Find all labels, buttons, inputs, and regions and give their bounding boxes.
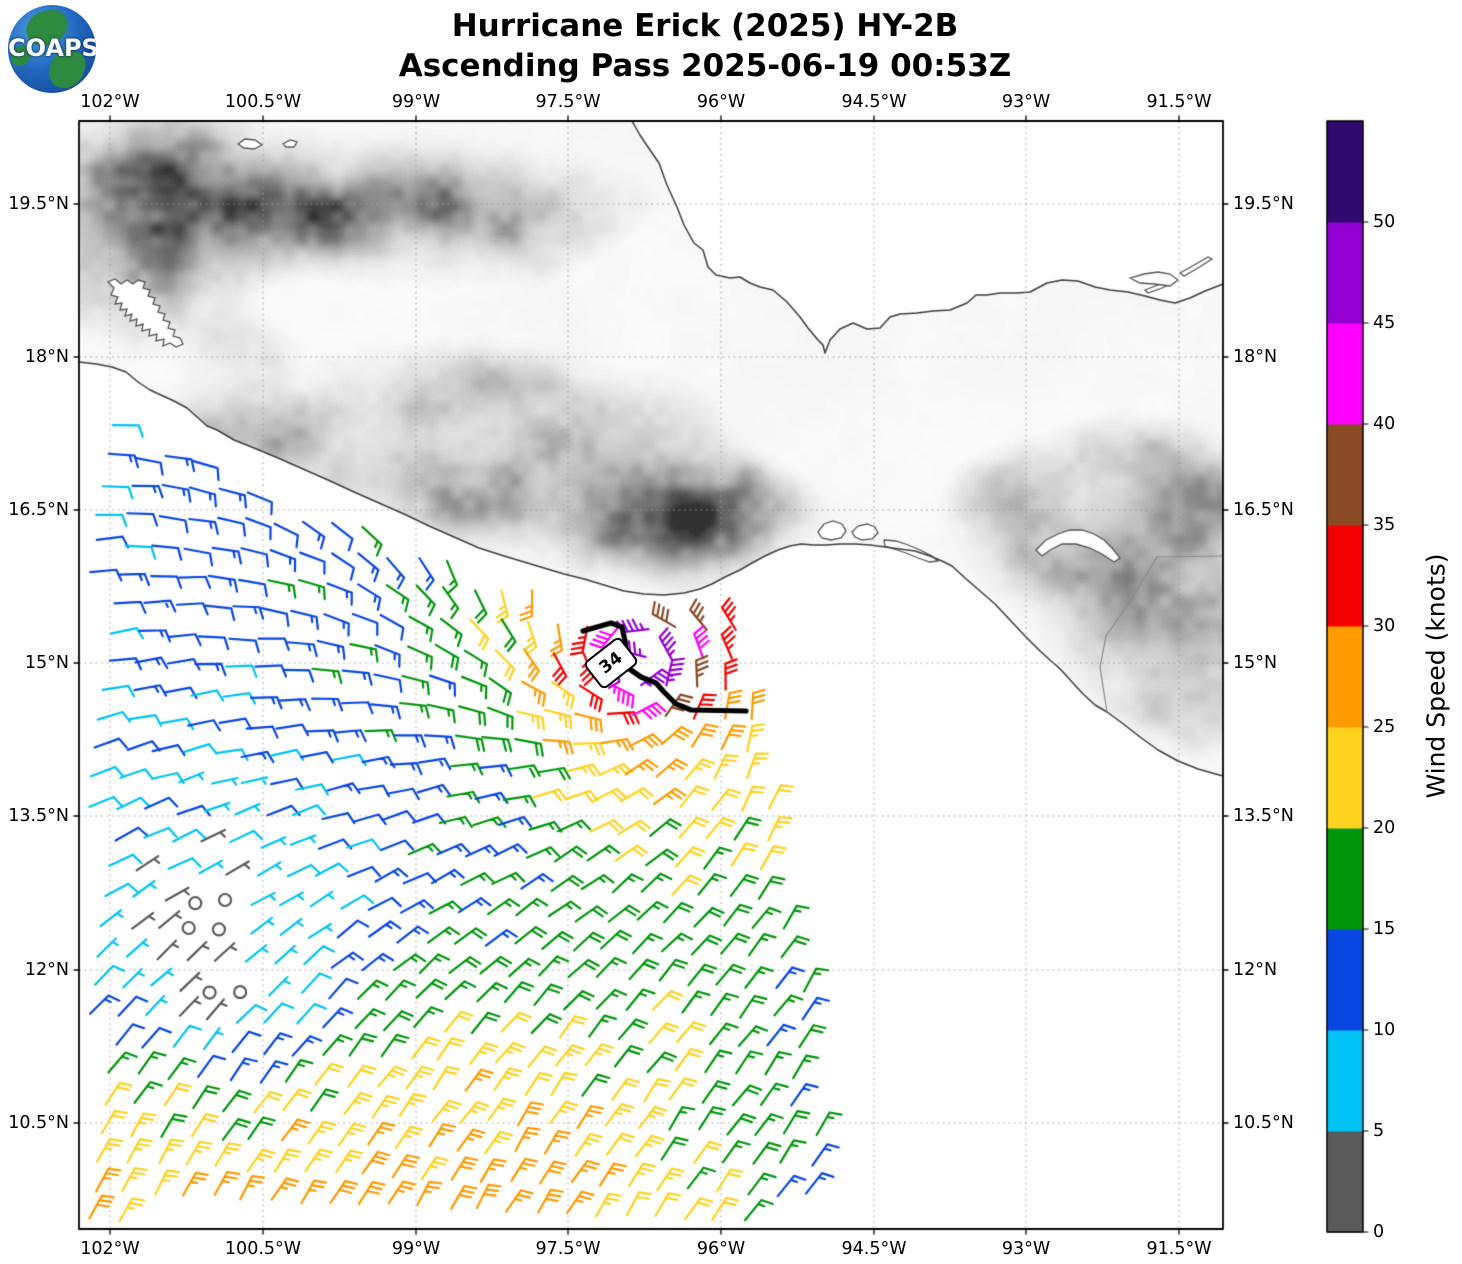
- colorbar-tick-label: 30: [1373, 616, 1396, 636]
- colorbar-tick-label: 15: [1373, 919, 1396, 939]
- colorbar-tick-label: 40: [1373, 414, 1396, 434]
- lat-tick-label-right: 19.5°N: [1233, 194, 1294, 214]
- lon-tick-label-bottom: 97.5°W: [535, 1239, 601, 1259]
- lat-tick-label-left: 12°N: [24, 960, 69, 980]
- colorbar-tick-label: 35: [1373, 515, 1396, 535]
- lat-tick-label-left: 13.5°N: [8, 806, 69, 826]
- lon-tick-label-bottom: 96°W: [696, 1239, 746, 1259]
- lat-tick-label-left: 19.5°N: [8, 194, 69, 214]
- lon-tick-label-top: 94.5°W: [841, 92, 907, 112]
- colorbar-tick-label: 45: [1373, 313, 1396, 333]
- lon-tick-label-top: 97.5°W: [535, 92, 601, 112]
- lon-tick-label-top: 96°W: [696, 92, 746, 112]
- colorbar-tick-label: 10: [1373, 1020, 1396, 1040]
- colorbar-tick-label: 5: [1373, 1121, 1385, 1141]
- lon-tick-label-bottom: 102°W: [80, 1239, 140, 1259]
- colorbar-tick-label: 20: [1373, 818, 1396, 838]
- lon-tick-label-top: 100.5°W: [224, 92, 302, 112]
- lat-tick-label-right: 16.5°N: [1233, 500, 1294, 520]
- plot-title: Hurricane Erick (2025) HY-2B: [451, 8, 959, 44]
- lat-tick-label-right: 15°N: [1233, 653, 1278, 673]
- lon-tick-label-bottom: 91.5°W: [1146, 1239, 1212, 1259]
- coaps-logo: COAPS: [8, 5, 96, 93]
- logo-text: COAPS: [8, 33, 96, 62]
- lon-tick-label-bottom: 100.5°W: [224, 1239, 302, 1259]
- lat-tick-label-right: 18°N: [1233, 347, 1278, 367]
- plot-subtitle: Ascending Pass 2025-06-19 00:53Z: [398, 48, 1012, 84]
- lon-tick-label-bottom: 99°W: [391, 1239, 441, 1259]
- lon-tick-label-top: 93°W: [1001, 92, 1051, 112]
- lon-tick-label-top: 99°W: [391, 92, 441, 112]
- colorbar-tick-label: 0: [1373, 1222, 1385, 1242]
- lat-tick-label-left: 10.5°N: [8, 1113, 69, 1133]
- lat-tick-label-left: 16.5°N: [8, 500, 69, 520]
- lat-tick-label-left: 15°N: [24, 653, 69, 673]
- lat-tick-label-right: 12°N: [1233, 960, 1278, 980]
- lon-tick-label-bottom: 94.5°W: [841, 1239, 907, 1259]
- lon-tick-label-top: 102°W: [80, 92, 140, 112]
- lat-tick-label-right: 13.5°N: [1233, 806, 1294, 826]
- colorbar-tick-label: 25: [1373, 717, 1396, 737]
- lat-tick-label-right: 10.5°N: [1233, 1113, 1294, 1133]
- lat-tick-label-left: 18°N: [24, 347, 69, 367]
- lon-tick-label-top: 91.5°W: [1146, 92, 1212, 112]
- lon-tick-label-bottom: 93°W: [1001, 1239, 1051, 1259]
- colorbar-tick-label: 50: [1373, 212, 1396, 232]
- colorbar-label: Wind Speed (knots): [1421, 553, 1451, 799]
